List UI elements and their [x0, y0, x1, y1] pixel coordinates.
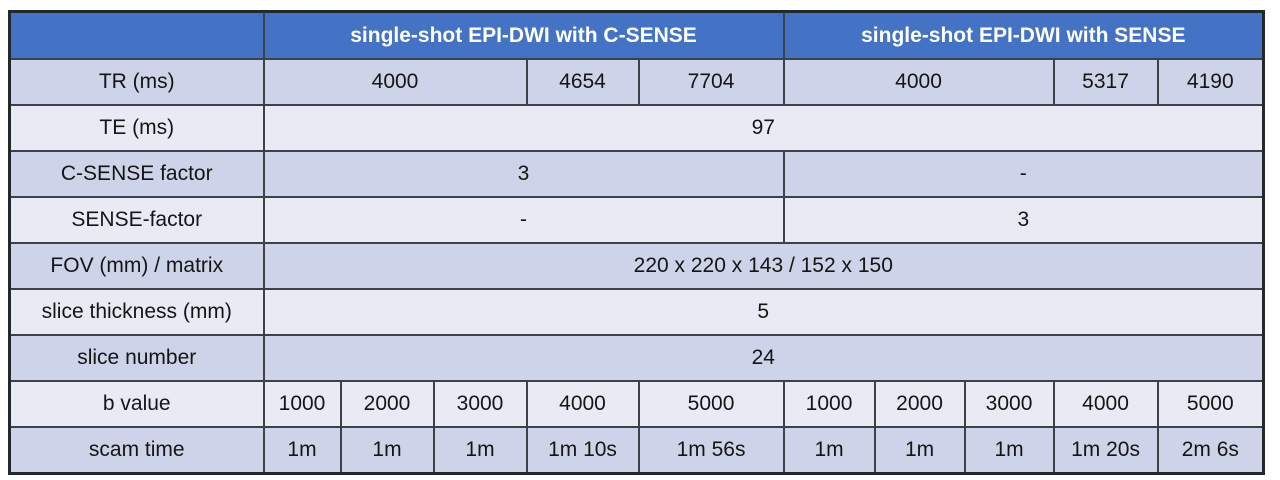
table-row-tr: TR (ms) 4000 4654 7704 4000 5317 4190 — [8, 58, 1265, 106]
table-cell: 97 — [262, 104, 1265, 152]
table-cell: 4000 — [1052, 380, 1159, 428]
table-cell: 5000 — [637, 380, 785, 428]
table-cell: 1m — [339, 426, 435, 475]
row-label-csense-factor: C-SENSE factor — [8, 150, 265, 198]
table-cell: 3 — [782, 196, 1265, 244]
table-cell: 1m — [873, 426, 966, 475]
table-cell: 220 x 220 x 143 / 152 x 150 — [262, 242, 1265, 290]
table-cell: 1m 56s — [637, 426, 785, 475]
table-cell: 3000 — [963, 380, 1055, 428]
table-row-te: TE (ms) 97 — [8, 104, 1265, 152]
table-cell: 1m 20s — [1052, 426, 1159, 475]
table-cell: 4190 — [1156, 58, 1265, 106]
table-row-sense-factor: SENSE-factor - 3 — [8, 196, 1265, 244]
table-row-scam-time: scam time 1m 1m 1m 1m 10s 1m 56s 1m 1m 1… — [8, 426, 1265, 475]
table-cell: 1m 10s — [525, 426, 640, 475]
table-row-slice-thickness: slice thickness (mm) 5 — [8, 288, 1265, 336]
row-label-slice-thickness: slice thickness (mm) — [8, 288, 265, 336]
column-group-sense: single-shot EPI-DWI with SENSE — [782, 10, 1265, 60]
table-cell: 24 — [262, 334, 1265, 382]
table-cell: 4000 — [525, 380, 640, 428]
table-cell: - — [262, 196, 785, 244]
table-cell: 5000 — [1156, 380, 1265, 428]
table-cell: 3000 — [432, 380, 528, 428]
table-cell: 1m — [432, 426, 528, 475]
table-row-slice-number: slice number 24 — [8, 334, 1265, 382]
column-group-csense: single-shot EPI-DWI with C-SENSE — [262, 10, 785, 60]
table-row-b-value: b value 1000 2000 3000 4000 5000 1000 20… — [8, 380, 1265, 428]
table-cell: 5 — [262, 288, 1265, 336]
table-cell: 1m — [963, 426, 1055, 475]
row-label-sense-factor: SENSE-factor — [8, 196, 265, 244]
row-label-b-value: b value — [8, 380, 265, 428]
table-cell: 1m — [782, 426, 876, 475]
table-cell: 2m 6s — [1156, 426, 1265, 475]
table-cell: 4000 — [782, 58, 1055, 106]
parameters-table: single-shot EPI-DWI with C-SENSE single-… — [8, 10, 1266, 475]
table-cell: 2000 — [873, 380, 966, 428]
row-label-te: TE (ms) — [8, 104, 265, 152]
table-row-fov: FOV (mm) / matrix 220 x 220 x 143 / 152 … — [8, 242, 1265, 290]
row-label-tr: TR (ms) — [8, 58, 265, 106]
table-cell: 4654 — [525, 58, 640, 106]
table-cell: - — [782, 150, 1265, 198]
table-cell: 1000 — [782, 380, 876, 428]
row-label-fov: FOV (mm) / matrix — [8, 242, 265, 290]
row-label-slice-number: slice number — [8, 334, 265, 382]
table-cell: 2000 — [339, 380, 435, 428]
header-row: single-shot EPI-DWI with C-SENSE single-… — [8, 10, 1265, 60]
table-cell: 4000 — [262, 58, 528, 106]
table-cell: 3 — [262, 150, 785, 198]
table-cell: 7704 — [637, 58, 785, 106]
corner-cell — [8, 10, 265, 60]
table-cell: 1000 — [262, 380, 342, 428]
table-cell: 5317 — [1052, 58, 1159, 106]
row-label-scam-time: scam time — [8, 426, 265, 475]
table-cell: 1m — [262, 426, 342, 475]
table-row-csense-factor: C-SENSE factor 3 - — [8, 150, 1265, 198]
